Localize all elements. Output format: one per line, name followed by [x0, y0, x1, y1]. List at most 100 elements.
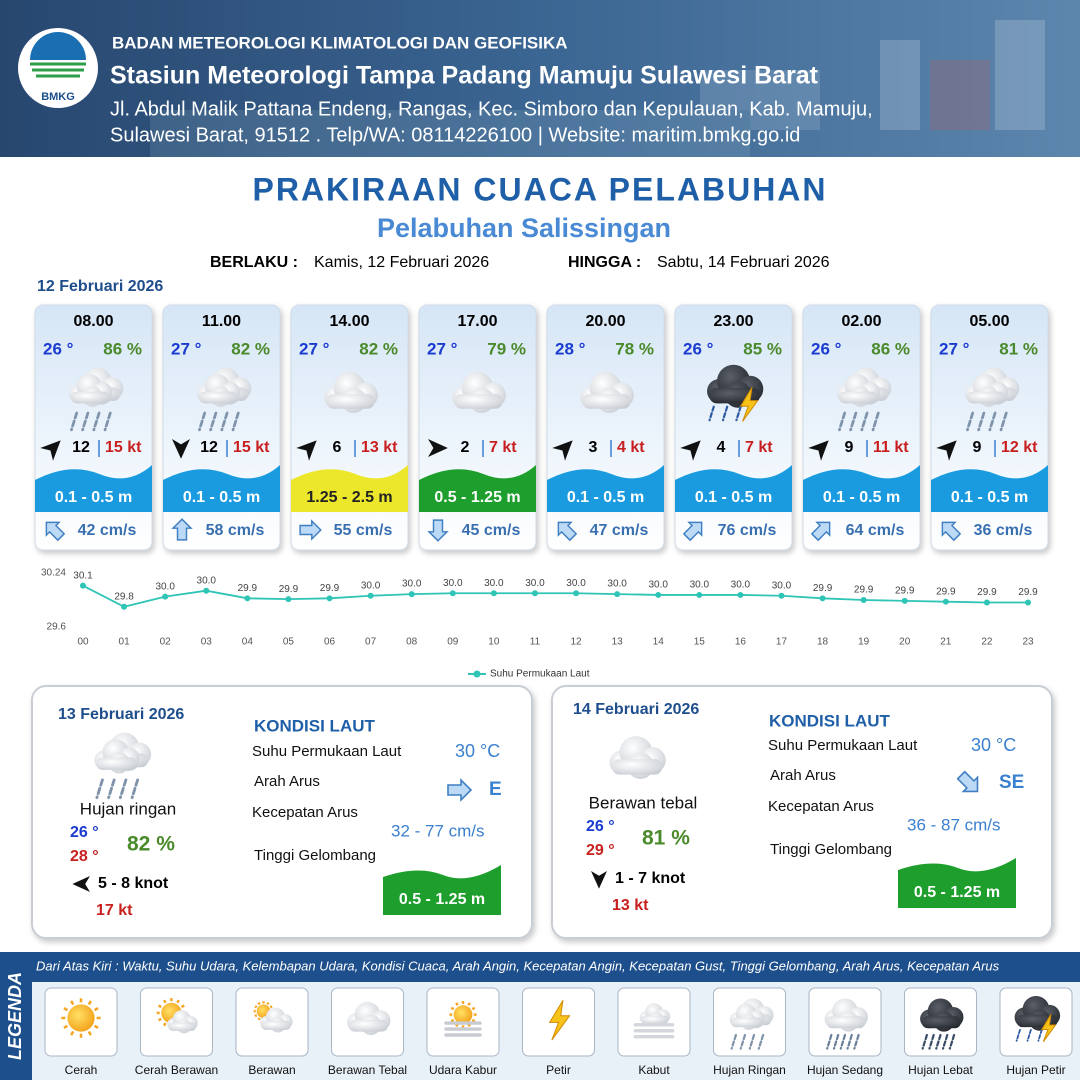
- sea-label: Arah Arus: [770, 767, 836, 784]
- current-arrow: [810, 521, 831, 542]
- current-arrow: [557, 521, 578, 542]
- sst-point: [367, 592, 374, 599]
- sun-ray: [176, 999, 180, 1004]
- sst-value-label: 29.9: [320, 583, 340, 594]
- rain-drop: [928, 1033, 935, 1050]
- weather-icon: [156, 998, 198, 1034]
- weather-icon: [444, 1001, 482, 1037]
- rain-drop: [853, 1033, 860, 1050]
- sst-value-label: 30.0: [648, 580, 668, 591]
- gust: 4 kt: [617, 439, 645, 456]
- x-tick-label: 02: [160, 637, 172, 648]
- temp-max: 28 °: [70, 848, 99, 865]
- rain-drop: [977, 411, 986, 432]
- day-date: 13 Februari 2026: [58, 706, 184, 723]
- cloud-part: [198, 391, 238, 404]
- temp-min: 26 °: [586, 818, 615, 835]
- time: 08.00: [73, 313, 113, 330]
- validity-date: Kamis, 12 Februari 2026: [314, 254, 489, 271]
- sea-label: Kecepatan Arus: [252, 804, 358, 821]
- sst-point: [901, 597, 908, 604]
- x-tick-label: 04: [242, 637, 254, 648]
- rain-drop: [832, 1033, 840, 1050]
- wave: [547, 465, 664, 512]
- humidity: 86 %: [103, 339, 142, 358]
- time: 02.00: [841, 313, 881, 330]
- sst-point: [203, 587, 210, 594]
- wind-speed: 3: [589, 439, 598, 456]
- sun-ray: [266, 1002, 270, 1006]
- weather-icon: [253, 1001, 293, 1033]
- wind-arrow: [171, 438, 191, 459]
- legend-item: Berawan: [248, 1063, 295, 1077]
- rain-drop: [70, 411, 79, 432]
- rain-drop: [1026, 1029, 1032, 1042]
- weather-icon: [824, 998, 868, 1050]
- temperature: 26 °: [43, 339, 74, 358]
- sst-value-label: 29.9: [813, 583, 833, 594]
- sst-point: [449, 590, 456, 597]
- weather-icon: [94, 732, 152, 800]
- sun-ray: [87, 1000, 92, 1006]
- gust: 13 kt: [361, 439, 398, 456]
- wave: [803, 465, 920, 512]
- gust: 15 kt: [105, 439, 142, 456]
- temperature: 27 °: [939, 339, 970, 358]
- weather-icon: [69, 367, 124, 432]
- gust: 15 kt: [233, 439, 270, 456]
- sst-line: [82, 584, 1028, 608]
- wind-speed: 9: [845, 439, 854, 456]
- org-name: BADAN METEOROLOGI KLIMATOLOGI DAN GEOFIS…: [112, 33, 568, 52]
- sun-ray: [450, 1006, 455, 1011]
- sst-value-label: 30.0: [443, 578, 463, 589]
- sst-point: [1025, 599, 1031, 606]
- weather-icon: [324, 372, 378, 413]
- rain-drop: [708, 405, 715, 422]
- rain-drop: [935, 1033, 942, 1050]
- header-decor: [150, 20, 1045, 157]
- sst-value-label: 30.0: [155, 581, 175, 592]
- day-date: 12 Februari 2026: [37, 278, 163, 295]
- sst-point: [942, 598, 949, 605]
- rain-drop: [81, 411, 90, 432]
- sst-value-label: 30.0: [197, 575, 217, 586]
- x-tick-label: 08: [406, 637, 418, 648]
- sst-point: [531, 590, 538, 597]
- wave: [931, 465, 1048, 512]
- humidity: 82 %: [359, 339, 398, 358]
- humidity: 78 %: [615, 339, 654, 358]
- gust: 13 kt: [612, 897, 649, 914]
- cloud-part: [826, 1016, 866, 1029]
- current-arrow: [447, 778, 473, 802]
- weather-icon: [837, 367, 892, 432]
- validity-label: HINGGA :: [568, 254, 641, 271]
- sun-ray: [269, 1005, 273, 1009]
- temperature: 27 °: [299, 339, 330, 358]
- rain-drop: [826, 1033, 833, 1050]
- x-tick-label: 18: [817, 637, 829, 648]
- sun-ray: [162, 999, 167, 1004]
- rain-drop: [739, 1033, 747, 1050]
- sun-ray: [162, 1022, 167, 1027]
- sst-value-label: 30.0: [731, 580, 751, 591]
- cloud-part: [838, 391, 878, 404]
- validity-date: Sabtu, 14 Februari 2026: [657, 254, 830, 271]
- legend-item: Cerah: [65, 1063, 98, 1077]
- sst-point: [121, 603, 128, 610]
- weather-icon: [1014, 995, 1061, 1043]
- sst-value-label: 29.9: [936, 586, 956, 597]
- x-tick-label: 19: [858, 637, 870, 648]
- wave-height: 0.1 - 0.5 m: [951, 489, 1028, 506]
- wave-height: 0.1 - 0.5 m: [823, 489, 900, 506]
- sun-ray: [471, 1006, 476, 1011]
- weather-icon: [707, 364, 764, 422]
- humidity: 81 %: [999, 339, 1038, 358]
- weather-icon: [197, 367, 252, 432]
- wind-speed: 5 - 8 knot: [98, 875, 169, 892]
- sst-value-label: 30.0: [690, 580, 710, 591]
- legend-item: Kabut: [638, 1063, 670, 1077]
- sst-point: [860, 597, 867, 603]
- sst-point: [778, 592, 785, 599]
- gust: 12 kt: [1001, 439, 1038, 456]
- station-name: Stasiun Meteorologi Tampa Padang Mamuju …: [110, 62, 819, 90]
